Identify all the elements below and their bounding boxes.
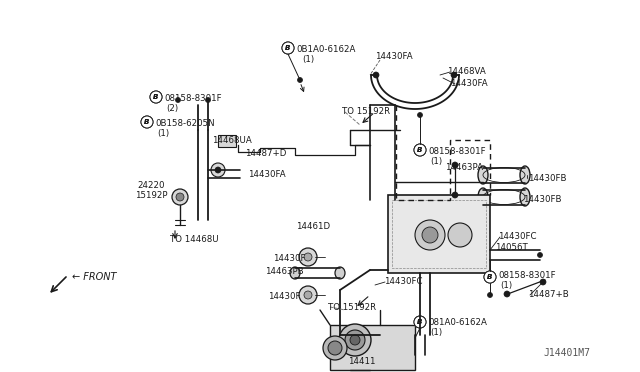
Text: B: B: [417, 147, 422, 153]
Text: 14430FB: 14430FB: [523, 195, 561, 204]
Circle shape: [323, 336, 347, 360]
Ellipse shape: [478, 188, 488, 206]
Text: (1): (1): [500, 281, 512, 290]
Circle shape: [339, 324, 371, 356]
Circle shape: [422, 227, 438, 243]
Circle shape: [141, 116, 153, 128]
Text: B: B: [285, 45, 291, 51]
Circle shape: [175, 97, 180, 103]
Text: 14430FC: 14430FC: [384, 277, 422, 286]
Circle shape: [282, 42, 294, 54]
Circle shape: [414, 144, 426, 156]
Text: 0B158-6205N: 0B158-6205N: [155, 119, 214, 128]
Circle shape: [484, 271, 496, 283]
Bar: [388, 195, 490, 273]
Circle shape: [172, 189, 188, 205]
Text: TO 15192R: TO 15192R: [328, 303, 376, 312]
Circle shape: [415, 220, 445, 250]
Text: 14430F: 14430F: [273, 254, 305, 263]
Text: 0B1A0-6162A: 0B1A0-6162A: [296, 45, 355, 54]
Text: 14430FB: 14430FB: [528, 174, 566, 183]
Text: (1): (1): [430, 328, 442, 337]
Circle shape: [304, 291, 312, 299]
Bar: [218, 135, 236, 147]
Text: (1): (1): [302, 55, 314, 64]
Circle shape: [504, 291, 510, 297]
Circle shape: [540, 279, 546, 285]
Text: 08158-8301F: 08158-8301F: [498, 271, 556, 280]
Text: 14468UA: 14468UA: [212, 136, 252, 145]
Ellipse shape: [478, 166, 488, 184]
Ellipse shape: [520, 188, 530, 206]
Circle shape: [452, 192, 458, 198]
Circle shape: [350, 335, 360, 345]
Circle shape: [448, 223, 472, 247]
Circle shape: [452, 162, 458, 168]
Text: B: B: [487, 274, 493, 280]
Circle shape: [328, 341, 342, 355]
Text: 081A0-6162A: 081A0-6162A: [428, 318, 487, 327]
Text: B: B: [487, 274, 493, 280]
Circle shape: [538, 253, 543, 257]
Circle shape: [150, 91, 162, 103]
Circle shape: [373, 72, 379, 78]
Circle shape: [451, 72, 457, 78]
Circle shape: [488, 292, 493, 298]
Text: 14463PA: 14463PA: [445, 163, 483, 172]
Circle shape: [176, 193, 184, 201]
Circle shape: [414, 316, 426, 328]
Text: ← FRONT: ← FRONT: [72, 272, 116, 282]
Circle shape: [211, 163, 225, 177]
Text: TO 14468U: TO 14468U: [170, 235, 219, 244]
Text: B: B: [285, 45, 291, 51]
Circle shape: [150, 91, 162, 103]
Circle shape: [345, 330, 365, 350]
Text: 14430FA: 14430FA: [450, 79, 488, 88]
Bar: [392, 200, 486, 268]
Text: 14468VA: 14468VA: [447, 67, 486, 76]
Text: 15192P: 15192P: [135, 191, 168, 200]
Circle shape: [414, 316, 426, 328]
Text: 14463PB: 14463PB: [265, 267, 303, 276]
Text: B: B: [154, 94, 159, 100]
Bar: [330, 325, 415, 370]
Text: B: B: [417, 147, 422, 153]
Circle shape: [205, 97, 211, 103]
Circle shape: [417, 112, 422, 118]
Text: 24220: 24220: [137, 181, 164, 190]
Text: (1): (1): [430, 157, 442, 166]
Circle shape: [304, 253, 312, 261]
Text: 14487+D: 14487+D: [245, 149, 286, 158]
Text: J14401M7: J14401M7: [543, 348, 590, 358]
Circle shape: [299, 248, 317, 266]
Circle shape: [282, 42, 294, 54]
Text: 14487+B: 14487+B: [528, 290, 569, 299]
Text: 08158-8301F: 08158-8301F: [164, 94, 221, 103]
Circle shape: [141, 116, 153, 128]
Text: 08158-8301F: 08158-8301F: [428, 147, 486, 156]
Text: TO 15192R: TO 15192R: [342, 107, 390, 116]
Text: (2): (2): [166, 104, 178, 113]
Text: B: B: [417, 319, 422, 325]
Text: 14461D: 14461D: [296, 222, 330, 231]
Circle shape: [484, 271, 496, 283]
Text: B: B: [417, 319, 422, 325]
Text: 14430F: 14430F: [268, 292, 301, 301]
Text: B: B: [154, 94, 159, 100]
Text: B: B: [144, 119, 150, 125]
Text: 14411: 14411: [348, 357, 376, 366]
Circle shape: [299, 286, 317, 304]
Text: 14056T: 14056T: [495, 243, 528, 252]
Text: 14430FA: 14430FA: [375, 52, 413, 61]
Circle shape: [298, 77, 303, 83]
Ellipse shape: [290, 267, 300, 279]
Circle shape: [215, 167, 221, 173]
Text: 14430FC: 14430FC: [498, 232, 536, 241]
Text: B: B: [144, 119, 150, 125]
Ellipse shape: [335, 267, 345, 279]
Text: 14430FA: 14430FA: [248, 170, 285, 179]
Circle shape: [414, 144, 426, 156]
Text: (1): (1): [157, 129, 169, 138]
Ellipse shape: [520, 166, 530, 184]
